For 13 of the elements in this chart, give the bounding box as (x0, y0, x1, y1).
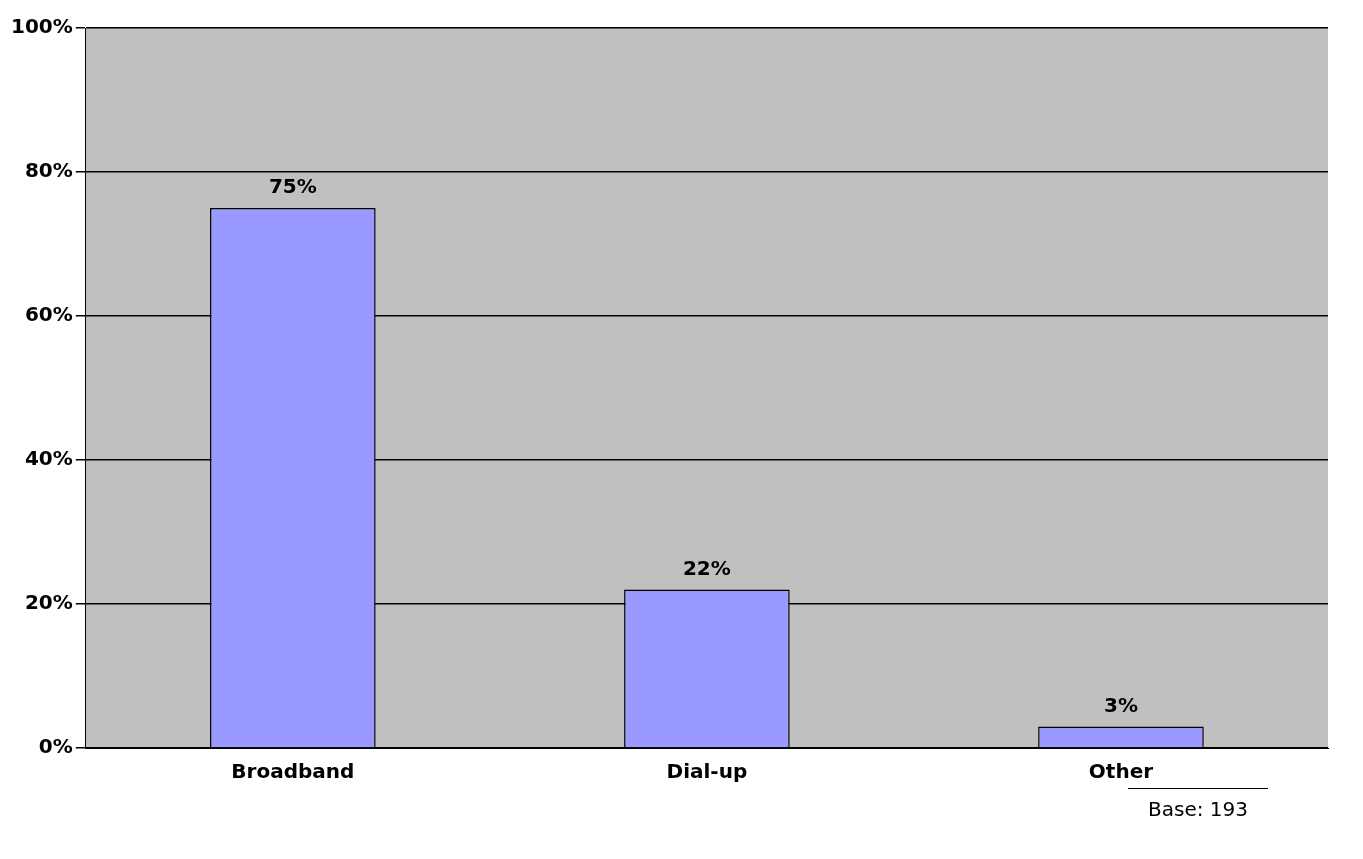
y-tick-label: 60% (24, 302, 73, 327)
x-tick-label: Broadband (231, 759, 355, 784)
y-tick-label: 20% (24, 590, 73, 615)
text: Base: 193 (1128, 788, 1268, 821)
x-tick-label: Other (1088, 759, 1154, 784)
data-label: 75% (268, 174, 317, 199)
y-tick-label: 100% (10, 14, 73, 39)
x-tick-label: Dial-up (666, 759, 748, 784)
data-label: 22% (682, 555, 731, 580)
data-label: 3% (1103, 692, 1138, 717)
y-tick-label: 80% (24, 158, 73, 183)
y-tick-label: 0% (38, 734, 73, 759)
y-tick-label: 40% (24, 446, 73, 471)
